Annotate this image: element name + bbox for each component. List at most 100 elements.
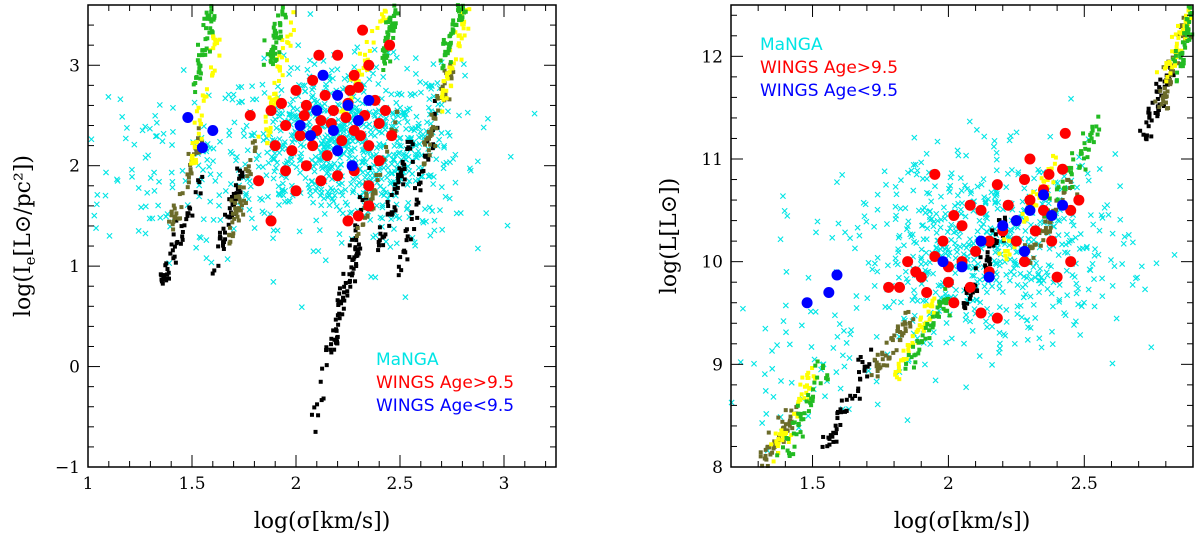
left-model-track-point [164,272,169,277]
right-manga-point [930,329,937,336]
left-model-track-point [467,7,472,12]
left-model-track-point [442,53,447,58]
right-manga-point [918,261,925,268]
left-manga-point [229,150,236,157]
left-manga-point-stroke [230,91,237,98]
left-wings-old-point [363,140,375,152]
left-manga-point-stroke [360,189,367,196]
left-manga-point-stroke [235,84,242,91]
left-model-track-point [208,65,213,70]
left-manga-point-stroke [298,150,305,157]
left-manga-point [206,163,213,170]
left-wings-old-point [319,89,331,101]
left-manga-point [235,84,242,91]
left-manga-point-stroke [200,166,206,173]
left-manga-point [430,180,437,187]
left-manga-point-stroke [342,142,349,149]
left-manga-point-stroke [242,161,249,168]
right-manga-point [1089,260,1096,267]
left-model-track-point [391,35,396,40]
left-manga-point [321,210,328,217]
left-model-track-point [444,74,449,79]
right-manga-point [874,254,881,261]
left-model-track-point [429,129,434,134]
left-manga-point-stroke [359,169,366,176]
left-manga-point [425,104,432,111]
left-manga-point-stroke [251,225,258,232]
left-model-track-point [453,22,458,27]
left-model-track-point [436,108,441,113]
left-manga-point [286,110,293,117]
left-manga-point-stroke [396,215,403,222]
left-manga-point [155,202,162,209]
left-model-track-point [339,109,344,114]
left-model-track-point [235,166,240,171]
left-manga-point-stroke [275,190,282,197]
left-manga-point [128,166,135,173]
left-manga-point-stroke [287,64,294,71]
left-manga-point-stroke [287,101,294,108]
left-manga-point [444,108,451,115]
left-manga-point [197,234,204,241]
left-manga-point [337,128,344,135]
left-manga-point-stroke [249,83,256,90]
left-model-track-point [380,18,385,23]
left-model-track-point [462,33,467,38]
left-manga-point-stroke [382,87,389,94]
left-manga-point-stroke [294,65,301,72]
left-model-track-point [393,8,398,13]
left-wings-old-point [379,104,391,116]
left-manga-point [264,149,271,156]
left-manga-point [216,192,223,199]
left-manga-point [103,169,110,176]
left-manga-point [242,192,249,199]
left-model-track-point [440,109,445,114]
left-manga-point-stroke [507,153,514,160]
left-model-track-point [385,149,390,154]
left-manga-point-stroke [435,101,442,108]
right-manga-point [1068,95,1075,102]
left-model-track-point [212,268,217,273]
right-manga-point [1046,245,1053,252]
left-manga-point-stroke [378,191,385,198]
left-manga-point [362,159,369,166]
left-manga-point-stroke [441,142,448,149]
left-manga-point [315,248,322,255]
left-model-track-point [449,66,454,71]
left-manga-point [394,161,401,168]
left-model-track-point [205,36,210,41]
left-model-track-point [354,238,359,243]
left-manga-point-stroke [390,49,397,56]
left-model-track-point [336,322,341,327]
left-manga-point-stroke [168,169,175,176]
left-manga-point [329,195,336,202]
left-manga-point [276,149,283,156]
left-manga-point [135,227,142,234]
left-manga-point [263,172,270,179]
left-manga-point [207,198,214,205]
left-manga-point-stroke [151,169,158,176]
left-manga-point [117,96,124,103]
left-manga-point-stroke [428,108,435,115]
left-model-track-point [196,42,201,47]
left-manga-point-stroke [216,171,223,178]
left-manga-point-stroke [259,81,266,88]
right-manga-point [966,118,973,125]
right-manga-point [784,212,791,219]
right-manga-point [1171,251,1178,258]
left-manga-point-stroke [286,70,293,77]
left-manga-point [318,189,325,196]
left-wings-old-point [286,145,298,157]
left-model-track-point [231,211,236,216]
left-wings-young-point [352,115,364,126]
left-wings-old-point [244,109,256,121]
left-manga-point-stroke [270,175,277,182]
left-manga-point-stroke [242,192,249,199]
left-model-track-point [309,412,314,417]
left-model-track-point [324,363,329,368]
left-manga-point-stroke [437,207,443,214]
left-model-track-point [398,255,403,260]
right-manga-point [900,242,907,249]
left-model-track-point [198,191,203,196]
left-manga-point-stroke [251,130,258,137]
